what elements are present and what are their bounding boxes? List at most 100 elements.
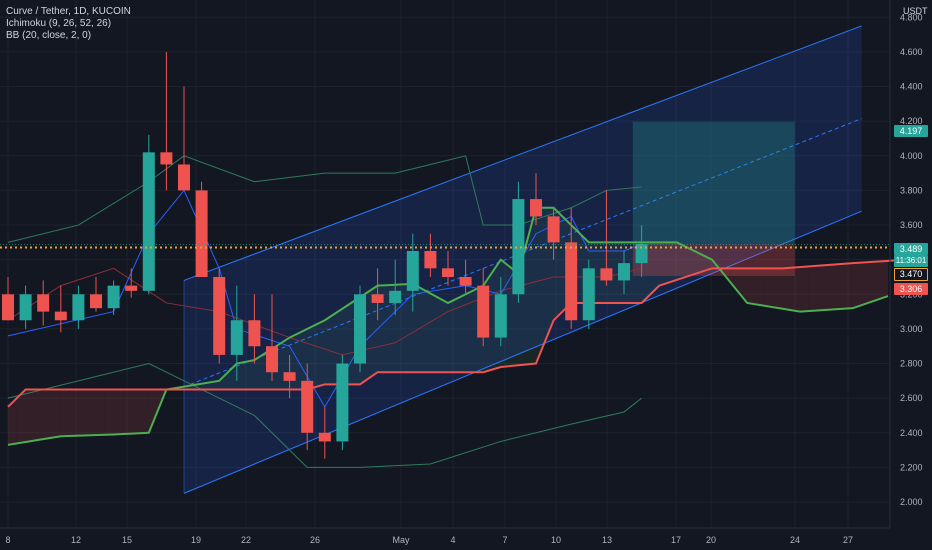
cloud-segment — [25, 389, 35, 443]
price-tick-label: 4.200 — [900, 116, 923, 126]
candle-body — [494, 294, 507, 338]
cloud-segment — [817, 265, 827, 311]
price-tick-label: 2.600 — [900, 393, 923, 403]
cloud-segment — [307, 324, 316, 390]
time-tick-label: 12 — [71, 535, 81, 545]
candle-body — [582, 268, 595, 321]
time-axis[interactable]: 8 12 15 19 22 26 May 4 7 10 13 17 20 24 27 — [0, 527, 890, 545]
candle-body — [107, 285, 120, 309]
candle-body — [72, 294, 85, 321]
cloud-segment — [78, 389, 88, 436]
candle-body — [354, 294, 366, 364]
ichimoku-label[interactable]: Ichimoku (9, 26, 52, 26) — [6, 18, 112, 29]
candle-body — [600, 268, 613, 281]
cloud-segment — [668, 242, 677, 283]
cloud-segment — [52, 389, 61, 438]
cloud-segment — [104, 389, 114, 435]
cloud-segment — [852, 262, 862, 309]
candle-body — [142, 152, 155, 291]
candle-body — [301, 380, 314, 433]
candle-body — [424, 251, 437, 269]
symbol-title[interactable]: Curve / Tether, 1D, KUCOIN — [6, 6, 131, 17]
time-tick-label: 24 — [790, 535, 800, 545]
candles — [2, 51, 648, 459]
horizontal-levels — [0, 243, 890, 249]
cloud-segment — [879, 260, 888, 300]
currency-unit: USDT — [903, 6, 928, 16]
cloud-segment — [527, 207, 536, 365]
cloud-segment — [800, 266, 809, 312]
cloud-segment — [465, 289, 475, 373]
price-tick-label: 2.200 — [900, 462, 923, 472]
cloud-segment — [756, 268, 765, 306]
stop-zone — [632, 244, 795, 276]
price-tick-label: 2.000 — [900, 497, 923, 507]
cloud-segment — [210, 380, 220, 390]
price-tick-label: 3.000 — [900, 324, 923, 334]
cloud-segment — [219, 372, 228, 390]
cloud-segment — [377, 285, 387, 373]
cloud-segment — [456, 294, 466, 373]
cloud-segment — [316, 320, 325, 387]
cloud-segment — [386, 284, 396, 373]
candle-body — [618, 263, 630, 281]
cloud-segment — [659, 242, 668, 286]
price-tick-label: 4.000 — [900, 151, 923, 161]
cloud-segment — [412, 283, 422, 373]
candle-body — [19, 294, 32, 321]
candle-body — [90, 294, 102, 309]
candle-body — [37, 294, 50, 312]
price-tick-label: 2.800 — [900, 359, 923, 369]
cloud-segment — [236, 361, 246, 390]
cloud-segment — [8, 398, 17, 445]
target-zone — [632, 121, 795, 245]
cloud-segment — [782, 267, 792, 311]
candle-body — [635, 244, 648, 264]
cloud-segment — [131, 389, 140, 434]
cloud-segment — [16, 389, 26, 444]
time-tick-label: 7 — [502, 535, 507, 545]
time-tick-label: 27 — [843, 535, 853, 545]
cloud-segment — [808, 265, 818, 312]
candle-body — [336, 363, 349, 442]
cloud-segment — [148, 389, 158, 433]
candle-body — [266, 346, 278, 373]
price-tick-label: 3.800 — [900, 185, 923, 195]
cloud-segment — [87, 389, 96, 436]
cloud-segment — [324, 314, 334, 385]
candle-body — [125, 285, 138, 291]
cloud-segment — [870, 261, 880, 303]
cloud-segment — [650, 242, 660, 295]
cloud-segment — [228, 363, 237, 390]
candle-body — [178, 164, 190, 191]
candle-body — [248, 320, 261, 347]
price-tick-label: 4.800 — [900, 12, 923, 22]
bb-lower-line — [7, 363, 642, 468]
candle-body — [283, 372, 296, 381]
cloud-segment — [439, 298, 448, 373]
countdown-tag: 11:36:01 — [894, 255, 928, 267]
bb-label[interactable]: BB (20, close, 2, 0) — [6, 30, 92, 41]
candle-body — [389, 290, 402, 303]
cloud-segment — [96, 389, 105, 436]
time-tick-label: 15 — [122, 535, 132, 545]
cloud-segment — [773, 268, 783, 309]
time-tick-label: 8 — [5, 535, 10, 545]
channel-lower-line — [183, 210, 862, 494]
time-tick-label: 17 — [671, 535, 681, 545]
cloud-segment — [421, 288, 431, 373]
cloud-segment — [747, 268, 756, 305]
candle-body — [2, 294, 14, 321]
candle-body — [195, 190, 208, 277]
candle-body — [160, 152, 173, 165]
cloud-segment — [861, 261, 871, 306]
candle-body — [54, 311, 67, 321]
position-zones — [632, 121, 795, 276]
candle-body — [230, 320, 243, 355]
cloud-segment — [34, 389, 44, 441]
cloud-segment — [113, 389, 123, 435]
cloud-segment — [694, 251, 704, 275]
candle-body — [459, 276, 472, 286]
candle-body — [512, 199, 525, 295]
